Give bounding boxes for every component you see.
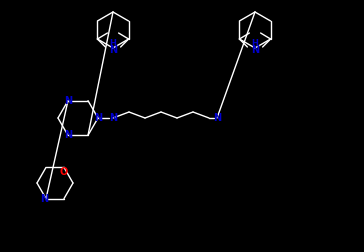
Text: N: N [251,45,259,55]
Text: N: N [94,113,102,123]
Text: N: N [109,45,117,55]
Text: N: N [213,113,221,123]
Text: O: O [60,167,68,177]
Text: N: N [64,130,72,140]
Text: H: H [252,40,258,48]
Text: N: N [40,194,48,204]
Text: H: H [110,40,116,48]
Text: N: N [64,96,72,106]
Text: N: N [109,113,117,123]
